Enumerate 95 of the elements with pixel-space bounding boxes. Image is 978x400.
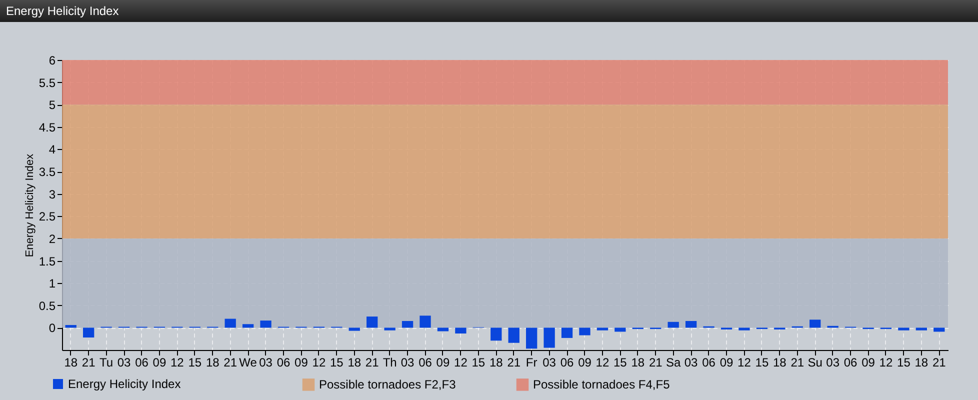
bar bbox=[916, 328, 927, 330]
x-tick-label: Su bbox=[808, 356, 822, 370]
x-tick-label: 03 bbox=[542, 356, 556, 370]
x-tick-label: 03 bbox=[826, 356, 840, 370]
bar bbox=[242, 324, 254, 328]
chart-title: Energy Helicity Index bbox=[0, 0, 978, 22]
bar bbox=[366, 316, 378, 328]
x-tick-label: 18 bbox=[489, 356, 504, 370]
x-tick-label: Th bbox=[382, 356, 397, 370]
x-tick-label: 15 bbox=[755, 356, 769, 370]
bar bbox=[65, 325, 76, 328]
x-tick-label: 21 bbox=[82, 356, 96, 370]
bar bbox=[898, 328, 910, 330]
bar bbox=[934, 328, 945, 332]
x-tick-label: 12 bbox=[879, 356, 893, 370]
x-tick-label: 15 bbox=[188, 356, 202, 370]
x-tick-label: 06 bbox=[702, 356, 716, 370]
x-tick-label: 06 bbox=[418, 356, 432, 370]
y-tick-label: 1.5 bbox=[38, 254, 56, 268]
y-tick-label: 3.5 bbox=[38, 165, 56, 180]
x-tick-label: 15 bbox=[614, 356, 628, 370]
y-tick-label: 3 bbox=[48, 187, 56, 202]
bar bbox=[544, 328, 555, 348]
bar bbox=[260, 320, 272, 328]
bar bbox=[614, 328, 626, 332]
x-tick-label: 21 bbox=[790, 356, 804, 370]
x-tick-label: Fr bbox=[526, 356, 538, 370]
bar bbox=[348, 328, 360, 331]
bar bbox=[596, 328, 608, 330]
y-axis-title: Energy Helicity Index bbox=[24, 153, 36, 258]
legend-label: Possible tornadoes F2,F3 bbox=[319, 378, 456, 392]
bar bbox=[402, 321, 414, 328]
y-tick-label: 5 bbox=[48, 98, 56, 112]
y-tick-label: 0 bbox=[48, 321, 56, 336]
bar bbox=[810, 320, 821, 328]
x-tick-label: 21 bbox=[224, 356, 238, 370]
y-tick-label: 5.5 bbox=[38, 76, 56, 90]
bar bbox=[83, 328, 94, 338]
x-tick-label: 18 bbox=[348, 356, 362, 370]
x-tick-label: 06 bbox=[276, 356, 290, 370]
x-tick-label: 03 bbox=[117, 356, 132, 370]
x-tick-label: 18 bbox=[64, 356, 78, 370]
legend-label: Energy Helicity Index bbox=[68, 377, 181, 391]
x-tick-label: 12 bbox=[454, 356, 468, 370]
x-tick-label: 03 bbox=[259, 356, 273, 370]
x-tick-label: 12 bbox=[170, 356, 184, 370]
x-tick-label: 21 bbox=[932, 356, 946, 370]
x-tick-label: 18 bbox=[914, 356, 928, 370]
bar bbox=[685, 321, 697, 328]
bar bbox=[420, 316, 431, 328]
x-tick-label: 12 bbox=[738, 356, 752, 370]
bar bbox=[738, 328, 750, 330]
x-tick-label: 15 bbox=[897, 356, 911, 370]
bar bbox=[668, 322, 679, 328]
y-tick-label: 2.5 bbox=[38, 210, 56, 224]
bar bbox=[579, 328, 590, 336]
x-tick-label: 12 bbox=[596, 356, 610, 370]
bar bbox=[384, 328, 396, 330]
bar bbox=[437, 328, 449, 332]
x-tick-label: 18 bbox=[772, 356, 787, 370]
bar bbox=[508, 328, 520, 343]
y-tick-label: 6 bbox=[48, 54, 56, 68]
bar bbox=[224, 318, 236, 328]
x-tick-label: 09 bbox=[152, 356, 166, 370]
x-tick-label: 21 bbox=[507, 356, 521, 370]
y-tick-label: 4 bbox=[48, 142, 56, 157]
x-tick-label: 18 bbox=[206, 356, 220, 370]
bar bbox=[526, 328, 538, 349]
x-tick-label: 09 bbox=[862, 356, 876, 370]
x-tick-label: 06 bbox=[560, 356, 574, 370]
y-tick-label: 0.5 bbox=[38, 298, 56, 313]
x-tick-label: Sa bbox=[666, 356, 681, 370]
x-tick-label: 15 bbox=[472, 356, 486, 370]
legend-label: Possible tornadoes F4,F5 bbox=[533, 378, 670, 392]
x-tick-label: 09 bbox=[720, 356, 734, 370]
y-tick-label: 1 bbox=[48, 276, 56, 291]
x-tick-label: 09 bbox=[578, 356, 592, 370]
x-tick-label: Tu bbox=[100, 356, 114, 370]
y-tick-label: 2 bbox=[48, 232, 56, 246]
x-tick-label: 06 bbox=[135, 356, 149, 370]
x-tick-label: 21 bbox=[365, 356, 380, 370]
x-tick-label: 06 bbox=[844, 356, 858, 370]
x-tick-label: 21 bbox=[648, 356, 663, 370]
bar bbox=[455, 328, 466, 334]
bar bbox=[561, 328, 573, 338]
x-tick-label: 09 bbox=[436, 356, 450, 370]
x-tick-label: 18 bbox=[631, 356, 645, 370]
bar bbox=[490, 328, 502, 341]
x-tick-label: We bbox=[239, 356, 258, 370]
x-tick-label: 15 bbox=[330, 356, 344, 370]
x-tick-label: 09 bbox=[294, 356, 308, 370]
x-tick-label: 12 bbox=[312, 356, 326, 370]
y-tick-label: 4.5 bbox=[38, 120, 56, 134]
x-tick-label: 03 bbox=[400, 356, 415, 370]
x-tick-label: 03 bbox=[684, 356, 698, 370]
